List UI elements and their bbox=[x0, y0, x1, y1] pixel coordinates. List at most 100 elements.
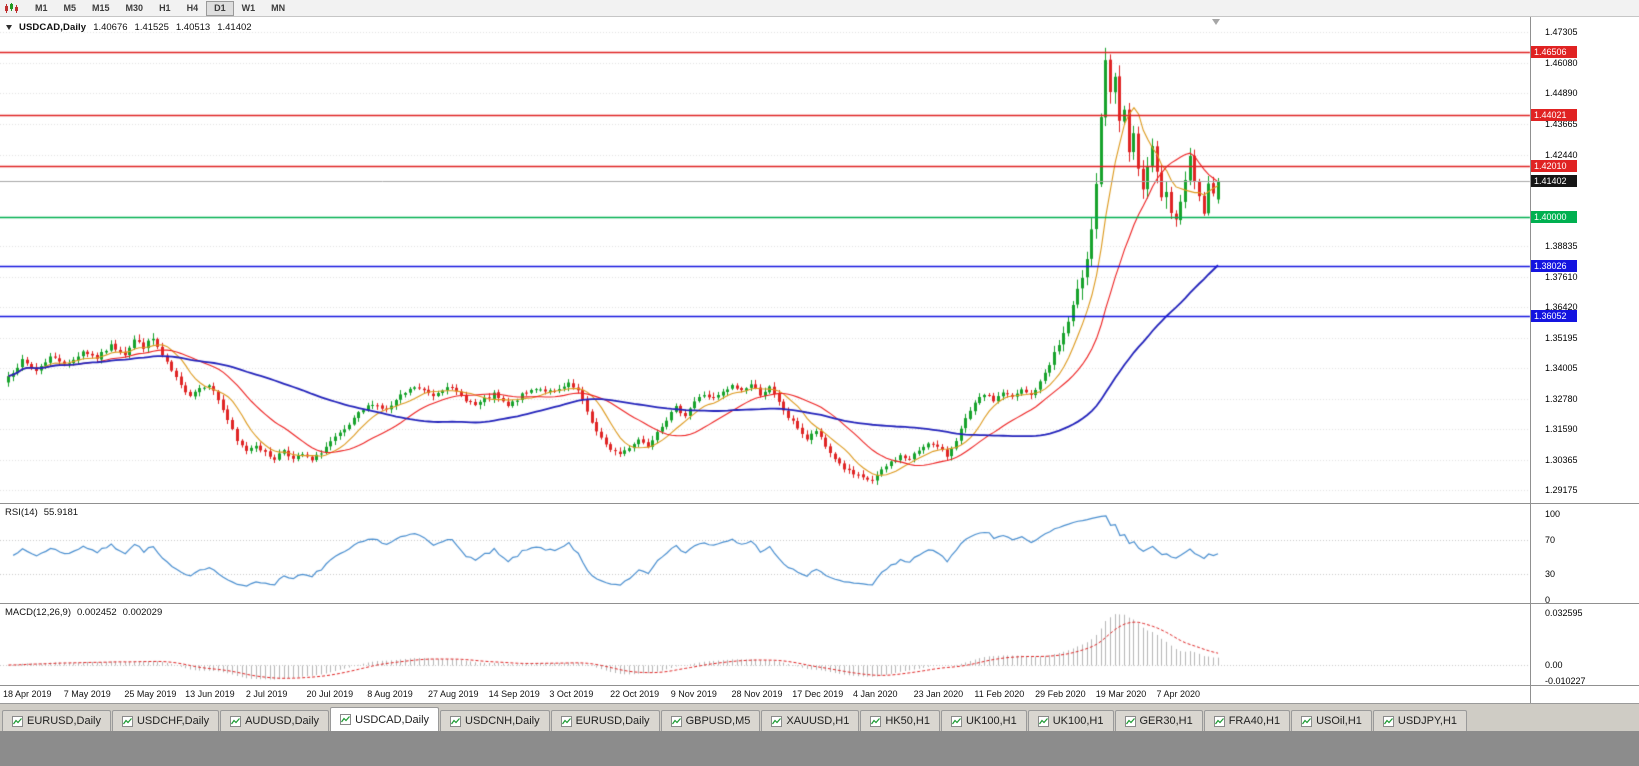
chart-page-icon bbox=[1213, 715, 1225, 727]
panel-separator-main-rsi[interactable] bbox=[0, 503, 1639, 504]
tab-label: EURUSD,Daily bbox=[27, 715, 101, 727]
price-axis-label: 1.44890 bbox=[1545, 88, 1578, 98]
price-axis-label: 1.47305 bbox=[1545, 27, 1578, 37]
window-background bbox=[0, 731, 1639, 766]
date-axis-label: 4 Jan 2020 bbox=[852, 689, 898, 699]
tab-label: USDCAD,Daily bbox=[355, 713, 430, 726]
timeframe-d1[interactable]: D1 bbox=[206, 0, 234, 16]
chart-title: USDCAD,Daily 1.40676 1.41525 1.40513 1.4… bbox=[6, 22, 252, 33]
price-axis-label: 1.32780 bbox=[1545, 393, 1578, 404]
macd-indicator-label: MACD(12,26,9) 0.002452 0.002029 bbox=[5, 607, 162, 618]
panel-separator-macd-dates bbox=[0, 685, 1639, 686]
timeframe-m15[interactable]: M15 bbox=[92, 2, 110, 13]
tab-xauusd-h1[interactable]: XAUUSD,H1 bbox=[761, 710, 860, 731]
price-axis-label: 1.35195 bbox=[1545, 332, 1578, 343]
tab-label: GER30,H1 bbox=[1139, 715, 1193, 727]
chart-page-icon bbox=[1382, 715, 1394, 727]
chart-page-icon bbox=[670, 715, 682, 727]
tab-usdcad-daily[interactable]: USDCAD,Daily bbox=[330, 707, 440, 731]
price-axis-label: 1.29175 bbox=[1545, 484, 1578, 495]
timeframe-m5[interactable]: M5 bbox=[63, 2, 77, 13]
date-axis-label: 27 Aug 2019 bbox=[427, 689, 479, 699]
level-price-badge: 1.40000 bbox=[1531, 210, 1577, 223]
chart-icon[interactable] bbox=[4, 2, 19, 14]
tab-label: USDJPY,H1 bbox=[1397, 715, 1458, 727]
chart-tabs-bar: EURUSD,Daily USDCHF,Daily AUDUSD,Daily USDC… bbox=[0, 703, 1639, 731]
price-axis-separator bbox=[1530, 17, 1531, 703]
price-axis-label: 1.42440 bbox=[1545, 149, 1578, 160]
price-axis-label: 1.34005 bbox=[1545, 362, 1578, 373]
tab-ger30-h1[interactable]: GER30,H1 bbox=[1114, 710, 1203, 731]
timeframe-mn[interactable]: MN bbox=[271, 2, 286, 13]
tab-uk100-h1[interactable]: UK100,H1 bbox=[1027, 710, 1114, 731]
chart-symbol: USDCAD,Daily bbox=[19, 22, 87, 33]
timeframe-w1[interactable]: W1 bbox=[241, 2, 256, 13]
date-axis-label: 19 Mar 2020 bbox=[1095, 689, 1147, 699]
chart-page-icon bbox=[870, 715, 882, 727]
level-price-badge: 1.44021 bbox=[1531, 108, 1577, 121]
tab-label: HK50,H1 bbox=[885, 715, 930, 727]
tab-label: USDCHF,Daily bbox=[136, 715, 210, 727]
price-axis-label: 1.46080 bbox=[1545, 57, 1578, 68]
tab-fra40-h1[interactable]: FRA40,H1 bbox=[1203, 710, 1291, 731]
ohlc-close: 1.41402 bbox=[217, 22, 252, 33]
tab-label: AUDUSD,Daily bbox=[245, 715, 320, 727]
tab-eurusd-daily[interactable]: EURUSD,Daily bbox=[2, 710, 111, 731]
panel-separator-rsi-macd[interactable] bbox=[0, 603, 1639, 604]
rsi-indicator-label: RSI(14) 55.9181 bbox=[5, 507, 78, 518]
date-axis-label: 17 Dec 2019 bbox=[792, 689, 844, 699]
level-price-badge: 1.38026 bbox=[1531, 260, 1577, 273]
tab-label: EURUSD,Daily bbox=[575, 715, 650, 727]
date-axis-label: 22 Oct 2019 bbox=[610, 689, 660, 699]
tab-gbpusd-m5[interactable]: GBPUSD,M5 bbox=[660, 710, 761, 731]
price-axis-label: 1.43665 bbox=[1545, 118, 1578, 129]
tab-label: FRA40,H1 bbox=[1228, 715, 1281, 727]
tab-label: XAUUSD,H1 bbox=[786, 715, 850, 727]
date-axis-label: 20 Jul 2019 bbox=[306, 689, 354, 699]
price-axis-label: 1.36420 bbox=[1545, 301, 1578, 312]
chart-page-icon bbox=[1037, 715, 1049, 727]
date-axis-label: 23 Jan 2020 bbox=[913, 689, 964, 699]
tab-audusd-daily[interactable]: AUDUSD,Daily bbox=[220, 710, 330, 731]
timeframe-h4[interactable]: H4 bbox=[186, 2, 199, 13]
date-axis-label: 7 Apr 2020 bbox=[1156, 689, 1201, 699]
chart-area: USDCAD,Daily 1.40676 1.41525 1.40513 1.4… bbox=[0, 17, 1639, 703]
chart-page-icon bbox=[230, 715, 242, 727]
tab-usdcnh-daily[interactable]: USDCNH,Daily bbox=[440, 710, 550, 731]
ohlc-open: 1.40676 bbox=[93, 22, 128, 33]
ohlc-high: 1.41525 bbox=[134, 22, 169, 33]
tab-label: USOil,H1 bbox=[1316, 715, 1362, 727]
date-axis-label: 2 Jul 2019 bbox=[245, 689, 288, 699]
timeframe-m1[interactable]: M1 bbox=[35, 2, 48, 13]
chart-page-icon bbox=[771, 715, 783, 727]
symbol-dropdown-icon[interactable] bbox=[6, 25, 12, 30]
timeframe-h1[interactable]: H1 bbox=[159, 2, 171, 13]
level-price-badge: 1.36052 bbox=[1531, 310, 1577, 323]
tab-usoil-h1[interactable]: USOil,H1 bbox=[1291, 710, 1372, 731]
chart-page-icon bbox=[1301, 715, 1313, 727]
tab-uk100-h1[interactable]: UK100,H1 bbox=[940, 710, 1027, 731]
tab-label: USDCNH,Daily bbox=[465, 715, 540, 727]
date-axis-label: 13 Jun 2019 bbox=[185, 689, 235, 699]
tab-eurusd-daily[interactable]: EURUSD,Daily bbox=[550, 710, 660, 731]
date-axis-label: 29 Feb 2020 bbox=[1035, 689, 1086, 699]
timeframe-m30[interactable]: M30 bbox=[125, 2, 144, 13]
date-axis-label: 11 Feb 2020 bbox=[974, 689, 1025, 699]
chart-shift-marker[interactable] bbox=[1212, 19, 1220, 25]
date-axis-label: 8 Aug 2019 bbox=[367, 689, 413, 699]
price-axis-label: 1.30365 bbox=[1545, 454, 1578, 465]
tab-hk50-h1[interactable]: HK50,H1 bbox=[860, 710, 940, 731]
date-axis-label: 18 Apr 2019 bbox=[3, 689, 52, 699]
price-axis-label: 1.31590 bbox=[1545, 423, 1578, 434]
macd-value-main: 0.002452 bbox=[77, 607, 117, 618]
price-axis-label: 1.38835 bbox=[1545, 240, 1578, 251]
price-axis-label: 1.37610 bbox=[1545, 271, 1578, 282]
ohlc-low: 1.40513 bbox=[175, 22, 211, 33]
date-axis-label: 3 Oct 2019 bbox=[549, 689, 594, 699]
rsi-value: 55.9181 bbox=[43, 507, 79, 518]
tab-usdchf-daily[interactable]: USDCHF,Daily bbox=[111, 710, 220, 731]
price-chart-canvas[interactable] bbox=[0, 17, 1531, 703]
macd-axis-label: -0.010227 bbox=[1545, 676, 1586, 687]
tab-usdjpy-h1[interactable]: USDJPY,H1 bbox=[1372, 710, 1468, 731]
